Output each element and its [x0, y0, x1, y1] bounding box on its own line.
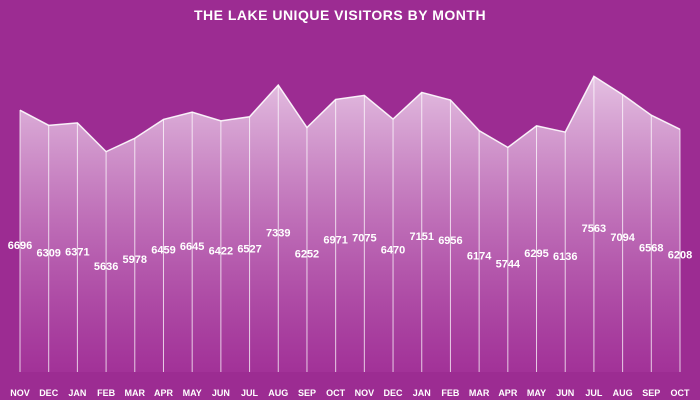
- x-tick-label: SEP: [642, 388, 660, 398]
- x-tick-label: JAN: [68, 388, 86, 398]
- x-tick-label: MAR: [469, 388, 490, 398]
- data-label: 6371: [65, 246, 89, 258]
- data-label: 7339: [266, 227, 290, 239]
- data-label: 6527: [237, 243, 261, 255]
- data-label: 6971: [323, 235, 347, 247]
- data-label: 6208: [668, 250, 692, 262]
- data-label: 5636: [94, 261, 118, 273]
- x-tick-label: FEB: [441, 388, 460, 398]
- data-label: 6295: [524, 248, 548, 260]
- data-label: 6422: [209, 245, 233, 257]
- data-label: 6696: [8, 240, 32, 252]
- x-tick-label: NOV: [10, 388, 30, 398]
- x-tick-label: MAR: [125, 388, 146, 398]
- x-tick-label: JAN: [413, 388, 431, 398]
- x-tick-label: DEC: [39, 388, 59, 398]
- data-label: 6459: [151, 245, 175, 257]
- x-tick-label: APR: [154, 388, 174, 398]
- data-label: 6309: [36, 248, 60, 260]
- data-label: 6252: [295, 249, 319, 261]
- area-layer: [19, 75, 681, 373]
- vertical-lines: [19, 76, 681, 372]
- data-label: 7094: [610, 232, 635, 244]
- x-tick-label: AUG: [613, 388, 633, 398]
- data-label: 6136: [553, 251, 577, 263]
- data-label: 7151: [409, 231, 433, 243]
- x-tick-label: JUL: [241, 388, 259, 398]
- x-tick-label: DEC: [384, 388, 404, 398]
- x-tick-label: AUG: [268, 388, 288, 398]
- data-label: 7563: [582, 223, 606, 235]
- x-tick-label: JUL: [585, 388, 603, 398]
- x-tick-label: JUN: [212, 388, 230, 398]
- x-axis-ticks: NOV DEC JAN FEB MAR APR MAY JUN JUL AUG SEP OCT NOV D…: [10, 388, 690, 398]
- data-label: 7075: [352, 233, 376, 245]
- area-fill: [20, 76, 680, 373]
- x-tick-label: JUN: [556, 388, 574, 398]
- data-label: 6174: [467, 250, 492, 262]
- x-tick-label: MAY: [183, 388, 202, 398]
- data-label: 5978: [123, 254, 147, 266]
- data-label: 6470: [381, 244, 405, 256]
- data-label: 6956: [438, 235, 462, 247]
- x-tick-label: APR: [498, 388, 518, 398]
- x-tick-label: SEP: [298, 388, 316, 398]
- chart-title: THE LAKE UNIQUE VISITORS BY MONTH: [194, 7, 486, 23]
- data-label: 5744: [496, 259, 521, 271]
- x-tick-label: NOV: [355, 388, 375, 398]
- x-tick-label: OCT: [671, 388, 691, 398]
- x-tick-label: MAY: [527, 388, 546, 398]
- series-line: [19, 75, 681, 153]
- data-label: 6568: [639, 243, 663, 255]
- data-label: 6645: [180, 241, 204, 253]
- data-labels: 6696 6309 6371 5636 5978 6459 6645 6422 6527 7339…: [8, 223, 692, 273]
- x-tick-label: FEB: [97, 388, 116, 398]
- x-tick-label: OCT: [326, 388, 346, 398]
